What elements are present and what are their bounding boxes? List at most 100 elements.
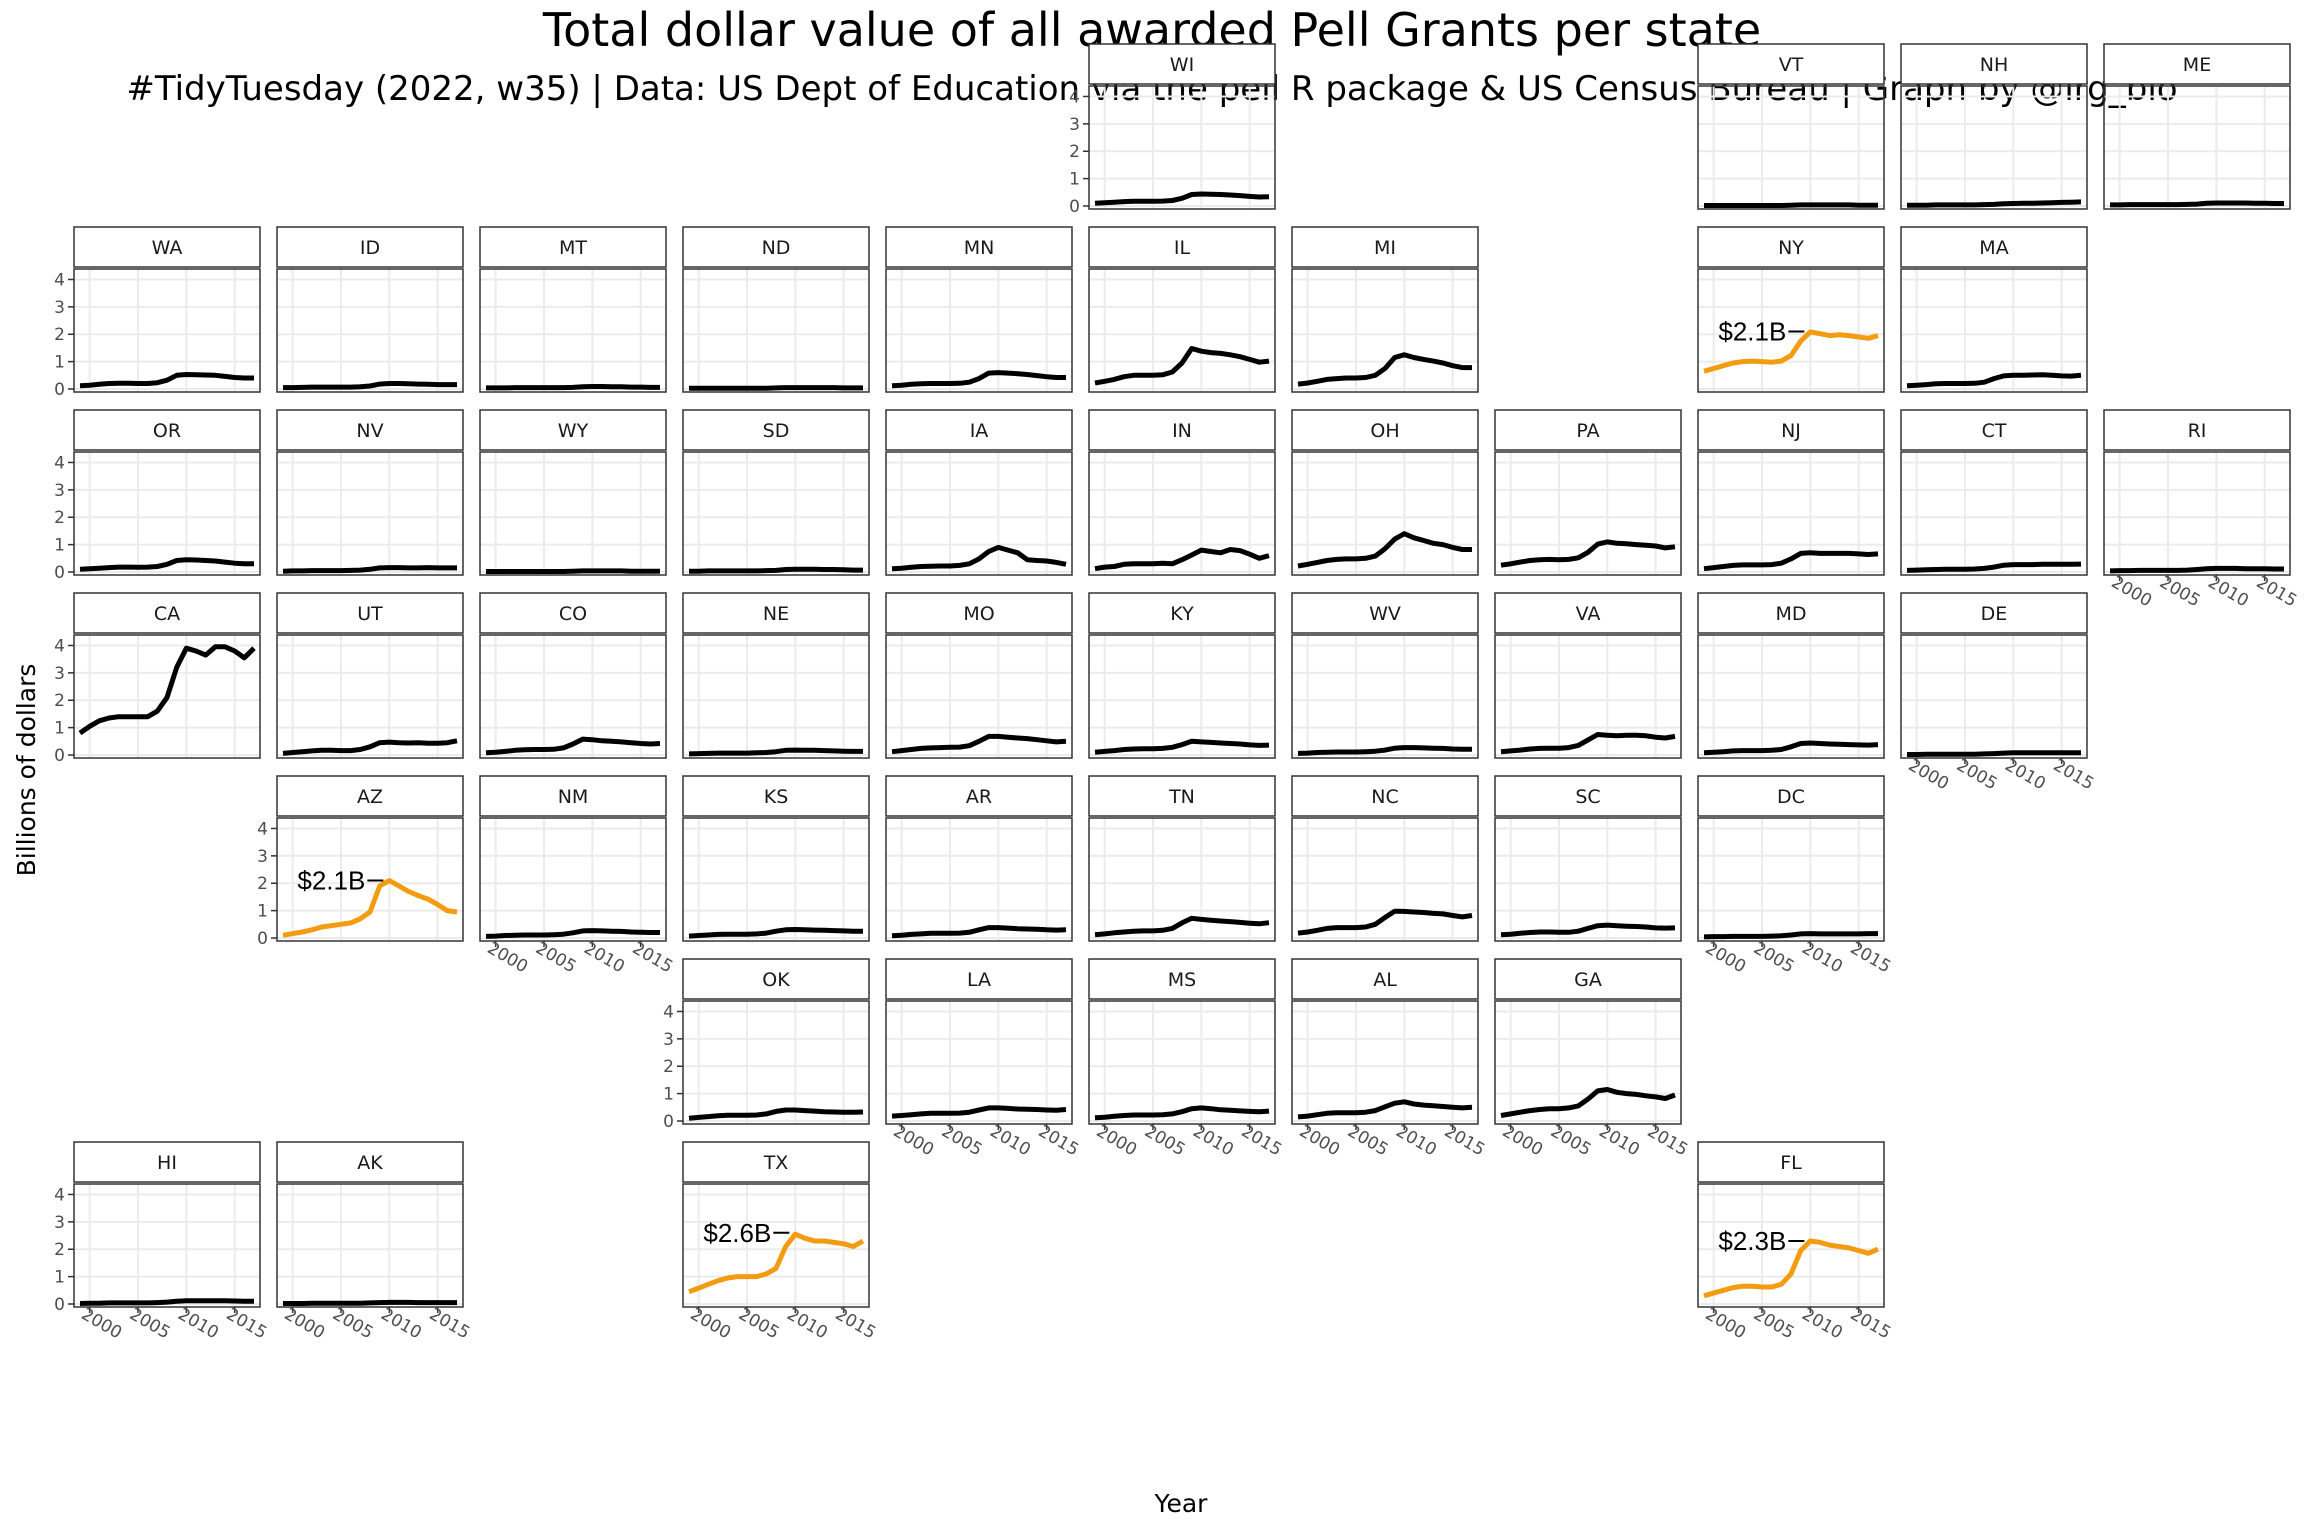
- panel-border: [73, 1183, 261, 1308]
- strip-md: [1697, 592, 1885, 634]
- series-line-pa: [1500, 539, 1676, 568]
- strip-az: [276, 775, 464, 817]
- strip-ma: [1900, 226, 2088, 268]
- strip-mt: [479, 226, 667, 268]
- panel-border: [1697, 451, 1885, 576]
- y-tick-label: 4: [663, 1002, 674, 1022]
- panel-border: [276, 634, 464, 759]
- panel-border: [1494, 817, 1682, 942]
- panel-pa: PA: [1494, 409, 1682, 576]
- strip-hi: [73, 1141, 261, 1183]
- x-tick-label: 2010: [1392, 1121, 1439, 1160]
- strip-label: OK: [762, 969, 790, 991]
- y-tick-label: 3: [54, 664, 65, 684]
- panel-border: [479, 634, 667, 759]
- strip-me: [2103, 43, 2291, 85]
- strip-sd: [682, 409, 870, 451]
- series-line-or: [79, 557, 254, 572]
- strip-ak: [276, 1141, 464, 1183]
- peak-annotation: $2.1B: [297, 866, 365, 896]
- panel-ma: MA: [1900, 226, 2088, 393]
- panel-mo: MO: [885, 592, 1073, 759]
- strip-oh: [1291, 409, 1479, 451]
- x-tick-label: 2005: [1141, 1121, 1188, 1160]
- strip-mo: [885, 592, 1073, 634]
- panel-nv: NV: [276, 409, 464, 576]
- x-tick-label: 2015: [223, 1304, 270, 1343]
- strip-al: [1291, 958, 1479, 1000]
- y-tick-label: 4: [54, 636, 65, 656]
- series-line-wy: [486, 568, 660, 574]
- panel-il: IL: [1088, 226, 1276, 393]
- strip-wv: [1291, 592, 1479, 634]
- panel-border: [1088, 268, 1276, 393]
- series-line-sc: [1500, 922, 1676, 938]
- panel-wi: WI 0 1 2 3 4: [1069, 43, 1276, 217]
- strip-ca: [73, 592, 261, 634]
- y-tick-label: 2: [257, 874, 268, 894]
- y-tick-label: 2: [54, 508, 65, 528]
- strip-label: SC: [1575, 786, 1600, 808]
- panel-az: AZ $2.1B 0 1 2 3 4: [257, 775, 464, 949]
- panel-border: [1697, 634, 1885, 759]
- series-line-la: [891, 1105, 1067, 1119]
- peak-annotation: $2.6B: [703, 1218, 771, 1248]
- y-tick-label: 0: [663, 1112, 674, 1132]
- panel-border: [1088, 1000, 1276, 1125]
- x-tick-label: 2000: [1296, 1121, 1343, 1160]
- panel-border: [682, 268, 870, 393]
- x-tick-label: 2015: [629, 938, 676, 977]
- x-tick-label: 2015: [1847, 938, 1894, 977]
- panel-border: [1291, 634, 1479, 759]
- strip-label: WV: [1369, 603, 1401, 625]
- panel-wy: WY: [479, 409, 667, 576]
- series-line-wi: [1094, 191, 1270, 206]
- panel-sc: SC: [1494, 775, 1682, 942]
- x-tick-label: 2005: [329, 1304, 376, 1343]
- y-tick-label: 0: [54, 563, 65, 583]
- panel-ak: AK 2000 2005 2010 2015: [276, 1141, 473, 1343]
- x-tick-label: 2010: [1798, 938, 1845, 977]
- y-tick-label: 3: [1069, 115, 1080, 135]
- panel-border: [885, 1000, 1073, 1125]
- series-line-ri: [2109, 565, 2284, 574]
- strip-label: ND: [762, 237, 791, 259]
- strip-wi: [1088, 43, 1276, 85]
- panel-nc: NC: [1291, 775, 1479, 942]
- y-tick-label: 3: [54, 1213, 65, 1233]
- strip-label: KS: [764, 786, 789, 808]
- panel-nj: NJ: [1697, 409, 1885, 576]
- panel-border: [1697, 817, 1885, 942]
- strip-ar: [885, 775, 1073, 817]
- series-line-wa: [79, 372, 254, 389]
- panel-mi: MI: [1291, 226, 1479, 393]
- strip-ri: [2103, 409, 2291, 451]
- strip-label: NV: [356, 420, 383, 442]
- panel-wv: WV: [1291, 592, 1479, 759]
- strip-label: WA: [152, 237, 183, 259]
- panel-hi: HI 0 1 2 3 4 2000 2005 2010 2015: [54, 1141, 270, 1343]
- strip-label: ID: [360, 237, 380, 259]
- series-line-al: [1297, 1099, 1473, 1120]
- panel-ks: KS: [682, 775, 870, 942]
- series-line-fl: [1703, 1238, 1879, 1299]
- panel-border: [885, 268, 1073, 393]
- panel-tn: TN: [1088, 775, 1276, 942]
- panel-border: [276, 268, 464, 393]
- y-tick-label: 4: [257, 819, 268, 839]
- strip-id: [276, 226, 464, 268]
- panel-va: VA: [1494, 592, 1682, 759]
- series-line-nh: [1907, 199, 2082, 208]
- series-line-ak: [283, 1299, 457, 1306]
- panel-ca: CA 0 1 2 3 4: [54, 592, 261, 766]
- strip-label: DE: [1981, 603, 2008, 625]
- panel-border: [1088, 451, 1276, 576]
- strip-il: [1088, 226, 1276, 268]
- strip-label: MO: [963, 603, 994, 625]
- panel-border: [276, 451, 464, 576]
- strip-label: CA: [154, 603, 180, 625]
- x-tick-label: 2000: [890, 1121, 937, 1160]
- y-tick-label: 4: [1069, 87, 1080, 107]
- strip-label: HI: [157, 1152, 177, 1174]
- x-tick-label: 2015: [1847, 1304, 1894, 1343]
